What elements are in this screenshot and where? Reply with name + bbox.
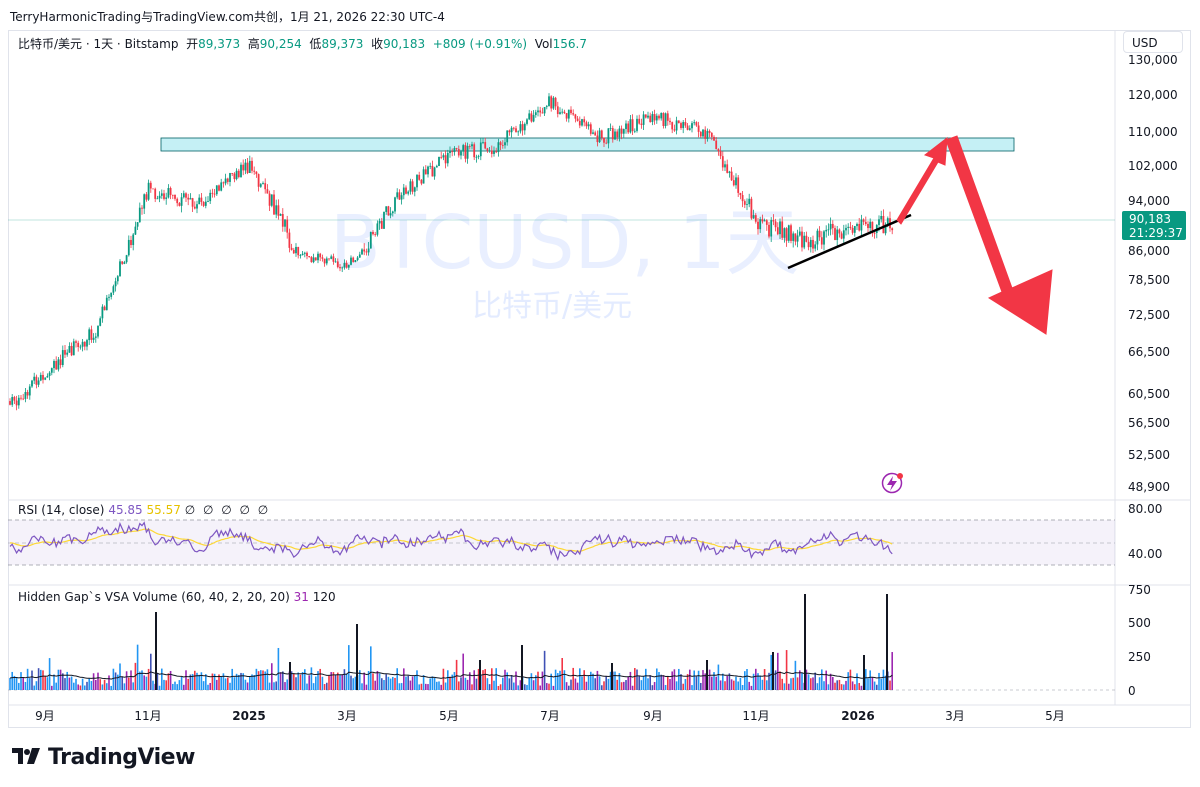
chart-frame [8,30,1191,728]
currency-button[interactable]: USD [1123,31,1183,53]
rsi-ma-value: 55.57 [146,503,181,517]
close-value: 90,183 [383,37,426,51]
volume-value: 156.7 [552,37,587,51]
rsi-pane-legend: RSI (14, close) 45.85 55.57 ∅ ∅ ∅ ∅ ∅ [18,503,270,517]
high-value: 90,254 [259,37,302,51]
volume-pane-legend: Hidden Gap`s VSA Volume (60, 40, 2, 20, … [18,590,336,604]
close-label: 收 [371,37,384,51]
open-value: 89,373 [198,37,241,51]
current-price-tag: 90,183 21:29:37 [1122,211,1186,240]
volume-value-2: 120 [312,590,336,604]
volume-label: Vol [534,37,553,51]
low-label: 低 [309,37,322,51]
tradingview-logo[interactable]: TradingView [12,745,195,770]
rsi-title[interactable]: RSI (14, close) [18,503,105,517]
bar-countdown: 21:29:37 [1129,226,1183,240]
chart-header-title: TerryHarmonicTrading与TradingView.com共创，1… [10,10,445,24]
brand-name: TradingView [48,745,195,770]
high-label: 高 [247,37,260,51]
symbol-name[interactable]: 比特币/美元 · 1天 · Bitstamp [18,37,179,51]
volume-value-1: 31 [293,590,309,604]
current-price-value: 90,183 [1129,212,1171,226]
rsi-value: 45.85 [108,503,143,517]
tradingview-logo-icon [12,745,42,770]
symbol-legend: 比特币/美元 · 1天 · Bitstamp 开89,373 高90,254 低… [18,35,587,52]
volume-title[interactable]: Hidden Gap`s VSA Volume (60, 40, 2, 20, … [18,590,290,604]
low-value: 89,373 [321,37,364,51]
rsi-na-values: ∅ ∅ ∅ ∅ ∅ [184,503,271,517]
change-value: +809 (+0.91%) [432,37,528,51]
open-label: 开 [186,37,199,51]
